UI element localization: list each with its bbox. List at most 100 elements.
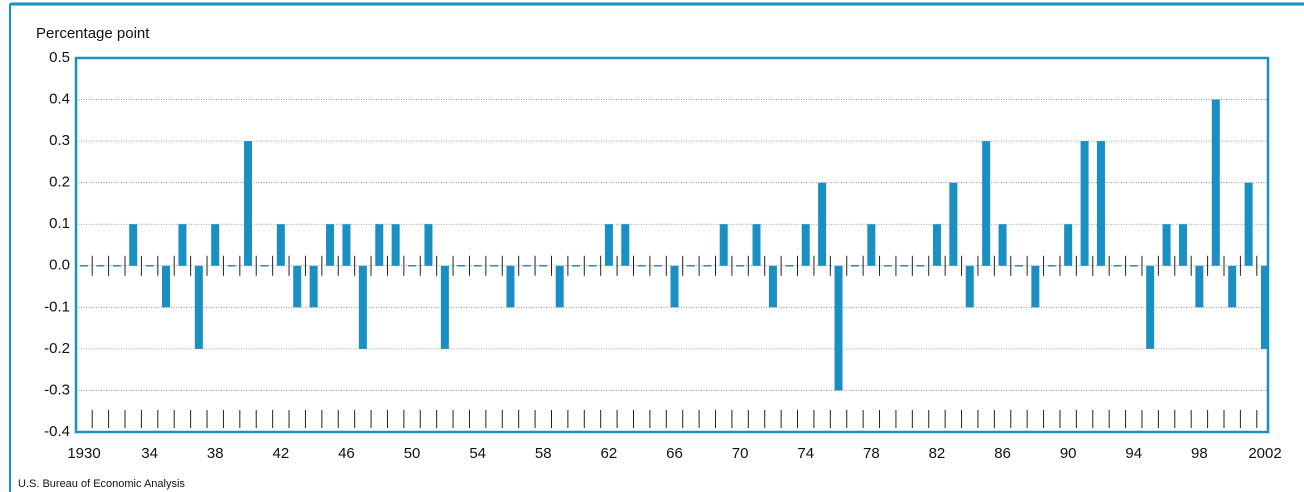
x-tick-label: 78	[863, 445, 880, 462]
x-tick-label: 54	[469, 445, 486, 462]
x-tick-label: 38	[207, 445, 224, 462]
source: U.S. Bureau of Economic Analysis	[18, 478, 185, 490]
bar	[785, 265, 794, 267]
bar	[621, 224, 630, 266]
bar	[440, 265, 449, 349]
x-tick-label: 1930	[67, 445, 100, 462]
y-tick-label: 0.1	[49, 215, 70, 232]
x-tick-label: 2002	[1248, 445, 1281, 462]
bar	[129, 224, 138, 266]
bar	[1064, 224, 1073, 266]
bar	[1261, 265, 1269, 349]
x-tick-label: 66	[666, 445, 683, 462]
bar	[1146, 265, 1155, 349]
bar	[80, 265, 88, 267]
bar	[358, 265, 367, 349]
bar	[490, 265, 499, 267]
bar	[604, 224, 613, 266]
bar	[342, 224, 351, 266]
x-tick-label: 90	[1060, 445, 1077, 462]
y-tick-label: 0.2	[49, 174, 70, 191]
bar	[834, 265, 843, 391]
bar	[703, 265, 712, 267]
bar	[654, 265, 663, 267]
bar	[637, 265, 646, 267]
bar	[244, 141, 253, 266]
x-tick-label: 58	[535, 445, 552, 462]
bar	[686, 265, 695, 267]
y-tick-label: 0.5	[49, 49, 70, 66]
bar	[375, 224, 384, 266]
bar	[1162, 224, 1171, 266]
x-tick-label: 74	[797, 445, 814, 462]
y-tick-label: -0.1	[44, 298, 70, 315]
bar	[916, 265, 925, 267]
bar	[309, 265, 318, 308]
y-tick-label: 0.0	[49, 257, 70, 274]
bar	[506, 265, 515, 308]
x-tick-label: 70	[732, 445, 749, 462]
bar	[293, 265, 302, 308]
bar	[96, 265, 105, 267]
x-tick-label: 82	[929, 445, 946, 462]
x-tick-label: 62	[601, 445, 618, 462]
x-tick-label: 86	[994, 445, 1011, 462]
bar	[408, 265, 417, 267]
bar	[883, 265, 892, 267]
bar	[736, 265, 745, 267]
bar	[391, 224, 400, 266]
x-tick-label: 50	[404, 445, 421, 462]
bar	[162, 265, 171, 308]
bar	[1244, 182, 1253, 266]
bar	[424, 224, 433, 266]
bar	[932, 224, 941, 266]
bar	[457, 265, 466, 267]
bar	[211, 224, 220, 266]
bar	[801, 224, 810, 266]
bar	[112, 265, 121, 267]
x-tick-label: 98	[1191, 445, 1208, 462]
bar	[719, 224, 728, 266]
bar	[1113, 265, 1122, 267]
x-tick-label: 42	[272, 445, 289, 462]
x-tick-label: 46	[338, 445, 355, 462]
y-tick-label: 0.3	[49, 132, 70, 149]
bar	[555, 265, 564, 308]
bar	[1031, 265, 1040, 308]
bar	[227, 265, 236, 267]
bar	[1211, 99, 1220, 266]
bar	[949, 182, 958, 266]
bar	[473, 265, 482, 267]
bar	[867, 224, 876, 266]
bar	[145, 265, 154, 267]
y-tick-label: -0.3	[44, 381, 70, 398]
bar	[850, 265, 859, 267]
bar	[1178, 224, 1187, 266]
y-axis-label: Percentage point	[36, 25, 150, 42]
bar	[1096, 141, 1105, 266]
bar	[572, 265, 581, 267]
x-tick-label: 94	[1125, 445, 1142, 462]
bar	[982, 141, 991, 266]
bar	[998, 224, 1007, 266]
bar	[539, 265, 548, 267]
bar	[1014, 265, 1023, 267]
bar	[1080, 141, 1089, 266]
bar	[1195, 265, 1204, 308]
bar	[670, 265, 679, 308]
bar	[1228, 265, 1237, 308]
y-tick-label: -0.2	[44, 340, 70, 357]
bar	[522, 265, 531, 267]
bar	[276, 224, 285, 266]
bar	[818, 182, 827, 266]
y-tick-label: 0.4	[49, 91, 70, 108]
bar	[1129, 265, 1138, 267]
bar	[752, 224, 761, 266]
bar	[194, 265, 203, 349]
y-tick-label: -0.4	[44, 423, 70, 440]
bar	[178, 224, 187, 266]
x-tick-label: 34	[141, 445, 158, 462]
bar	[260, 265, 269, 267]
bar	[965, 265, 974, 308]
bar	[768, 265, 777, 308]
